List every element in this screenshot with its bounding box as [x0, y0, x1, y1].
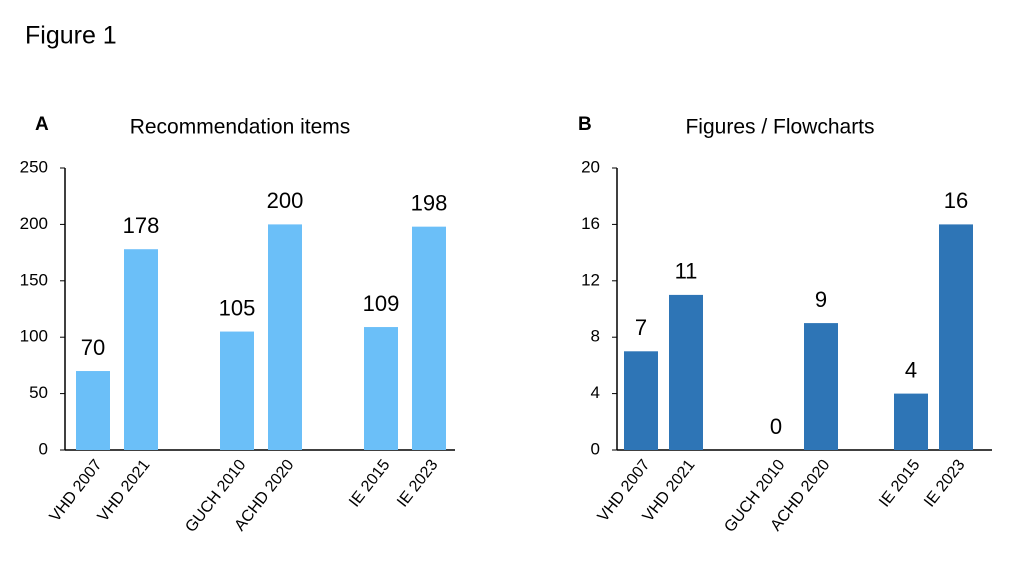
x-tick-label: IE 2015 [876, 457, 923, 511]
value-label: 0 [770, 414, 782, 439]
y-tick-label: 0 [39, 439, 48, 458]
value-label: 11 [675, 259, 698, 284]
value-label: 4 [905, 357, 917, 382]
bar [804, 323, 838, 450]
figure-title: Figure 1 [25, 22, 117, 50]
bar [894, 393, 928, 450]
bar [939, 224, 973, 450]
bar [268, 224, 302, 450]
x-tick-label: IE 2015 [346, 457, 393, 511]
y-tick-label: 250 [20, 157, 48, 176]
y-tick-label: 0 [591, 439, 600, 458]
y-tick-label: 8 [591, 327, 600, 346]
value-label: 178 [123, 213, 160, 238]
value-label: 9 [815, 287, 827, 312]
chart-title: Figures / Flowcharts [685, 116, 874, 139]
panel-label: B [578, 114, 592, 135]
chart-title: Recommendation items [130, 116, 351, 139]
value-label: 105 [219, 295, 256, 320]
value-label: 200 [267, 188, 304, 213]
value-label: 16 [944, 188, 968, 213]
y-tick-label: 200 [20, 214, 48, 233]
bar [624, 351, 658, 450]
x-tick-label: IE 2023 [921, 457, 968, 511]
bar [412, 226, 446, 450]
y-tick-label: 20 [581, 157, 600, 176]
value-label: 109 [363, 291, 400, 316]
value-label: 7 [635, 315, 647, 340]
y-tick-label: 150 [20, 270, 48, 289]
value-label: 198 [411, 190, 448, 215]
y-tick-label: 4 [591, 383, 600, 402]
bar [220, 331, 254, 450]
value-label: 70 [81, 335, 105, 360]
bar [669, 294, 703, 450]
x-tick-label: IE 2023 [394, 457, 441, 511]
y-tick-label: 16 [581, 214, 600, 233]
y-tick-label: 100 [20, 327, 48, 346]
y-tick-label: 12 [581, 270, 600, 289]
bar [364, 327, 398, 450]
bar [124, 249, 158, 450]
bar [76, 371, 110, 450]
y-tick-label: 50 [29, 383, 48, 402]
panel-label: A [35, 114, 49, 135]
